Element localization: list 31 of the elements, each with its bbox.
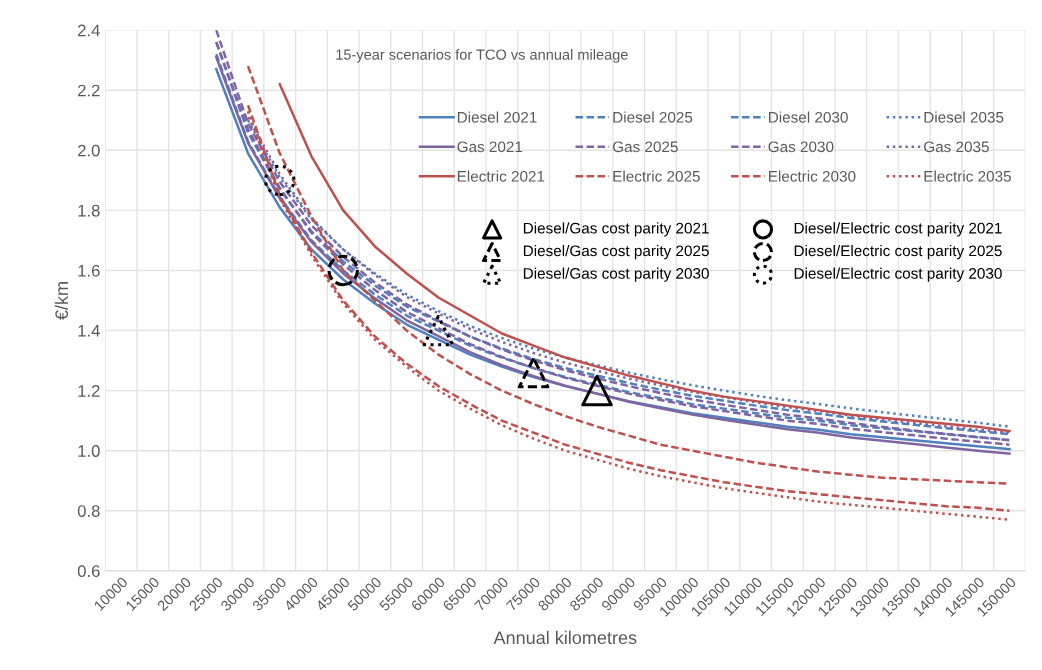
x-axis-title: Annual kilometres — [493, 630, 637, 645]
legend-label: Gas 2021 — [457, 141, 523, 153]
y-tick-label: 2.2 — [78, 84, 100, 97]
legend-label: Gas 2035 — [924, 141, 989, 153]
legend-label: Diesel/Gas cost parity 2030 — [523, 267, 709, 282]
legend-label: Diesel/Electric cost parity 2021 — [794, 222, 1002, 237]
legend-label: Diesel/Gas cost parity 2025 — [523, 244, 709, 260]
legend-label: Gas 2030 — [768, 141, 834, 153]
y-tick-label: 1.8 — [78, 204, 100, 217]
legend-label: Diesel 2025 — [613, 111, 693, 123]
legend-label: Diesel/Electric cost parity 2025 — [794, 244, 1002, 260]
legend-label: Diesel 2035 — [924, 111, 1004, 123]
y-tick-label: 2.0 — [78, 144, 100, 157]
legend-label: Diesel/Gas cost parity 2021 — [523, 222, 709, 237]
legend-label: Diesel/Electric cost parity 2030 — [794, 267, 1002, 282]
legend-label: Diesel 2021 — [457, 111, 537, 123]
y-tick-label: 1.6 — [78, 264, 100, 277]
text: 15-year scenarios for TCO vs annual mileage — [336, 49, 628, 63]
y-tick-label: 2.4 — [78, 24, 100, 37]
y-tick-label: 1.0 — [78, 445, 100, 457]
y-tick-label: 1.4 — [78, 325, 100, 337]
legend-label: Diesel 2030 — [768, 111, 848, 123]
y-tick-label: 1.2 — [78, 385, 100, 397]
legend-label: Electric 2025 — [613, 170, 700, 182]
y-tick-label: 0.8 — [77, 505, 100, 517]
legend-label: Electric 2030 — [768, 170, 856, 182]
legend-label: Electric 2035 — [924, 170, 1011, 182]
y-tick-label: 0.6 — [77, 565, 100, 578]
y-axis-title: €/km — [54, 282, 69, 320]
legend-label: Electric 2021 — [457, 170, 545, 182]
legend-label: Gas 2025 — [612, 141, 678, 153]
